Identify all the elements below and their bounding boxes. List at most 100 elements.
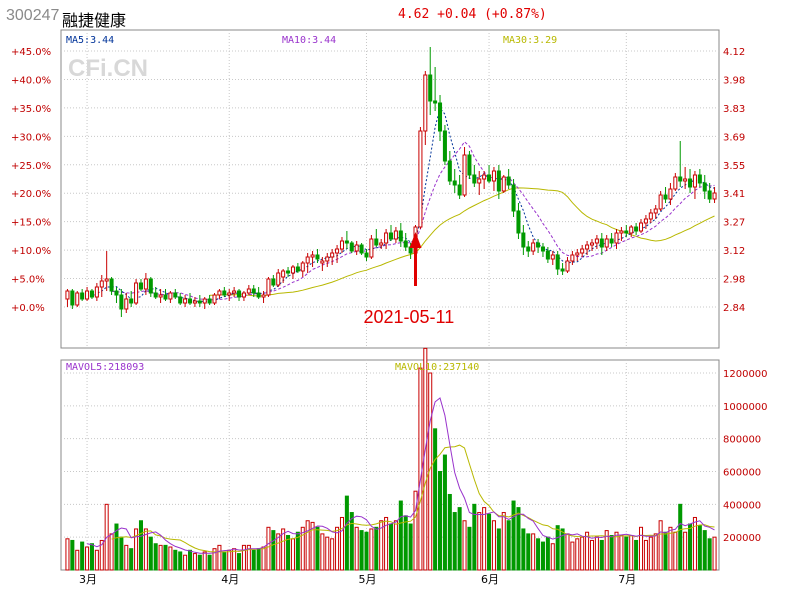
volume-bar-up [648, 536, 653, 571]
volume-bar-up [683, 531, 688, 571]
volume-bar-up [330, 538, 335, 571]
candle-down [599, 238, 604, 248]
price-ma-label: MA5:3.44 [66, 35, 114, 46]
volume-bar-up [570, 541, 575, 571]
candle-down [374, 238, 379, 246]
volume-bar-up [531, 533, 536, 571]
candle-down [315, 254, 320, 260]
candle-down [70, 290, 75, 306]
candle-down [516, 210, 521, 234]
right-tick-label: 3.27 [723, 218, 745, 229]
month-label: 3月 [79, 573, 97, 586]
candle-down [467, 154, 472, 176]
volume-bar-up [393, 520, 398, 571]
candle-down [609, 238, 614, 244]
volume-bar-down [114, 523, 119, 571]
candle-down [506, 176, 511, 186]
candle-down [428, 74, 433, 102]
candle-down [634, 226, 639, 232]
volume-bar-up [379, 520, 384, 571]
volume-bar-down [472, 503, 477, 571]
candle-up [85, 290, 90, 300]
candle-down [536, 242, 541, 248]
candle-up [589, 242, 595, 246]
volume-bar-down [521, 528, 526, 571]
candle-down [442, 130, 447, 162]
volume-bar-down [163, 544, 168, 571]
right-tick-label: 2.98 [723, 275, 745, 286]
candle-up [104, 278, 109, 282]
volume-bar-up [85, 546, 90, 571]
volume-bar-up [99, 539, 104, 571]
candle-up [168, 292, 173, 300]
volume-bar-down [433, 428, 438, 571]
annotation: 2021-05-11 [364, 232, 454, 327]
candle-down [153, 292, 158, 298]
left-tick-label: +30.0% [11, 132, 51, 143]
stock-name: 融捷健康 [62, 11, 127, 30]
candle-up [290, 266, 295, 274]
volume-bar-down [634, 539, 639, 571]
month-label: 6月 [481, 573, 499, 586]
candle-down [707, 190, 712, 200]
candle-up [325, 256, 330, 262]
candle-down [452, 180, 457, 186]
candle-up [482, 174, 487, 180]
annotation-arrow-head [409, 232, 422, 248]
volume-bar-down [560, 528, 565, 571]
candle-up [570, 254, 575, 262]
candle-down [359, 244, 364, 254]
volume-bar-up [477, 512, 482, 571]
volume-bar-down [487, 513, 492, 571]
candle-up [418, 130, 423, 228]
volume-bar-up [290, 538, 295, 571]
candle-down [80, 292, 85, 300]
watermark: CFi.CN [68, 55, 148, 82]
volume-bar-up [354, 526, 359, 571]
candle-down [403, 240, 408, 248]
price-change-percent: (+0.87%) [484, 7, 547, 22]
candle-down [511, 184, 516, 212]
volume-bar-up [65, 538, 70, 571]
candle-down [521, 232, 526, 248]
candle-down [222, 290, 227, 296]
candle-down [438, 102, 443, 132]
candle-down [688, 178, 693, 188]
candle-up [261, 294, 266, 298]
last-price: 4.62 [398, 7, 430, 22]
right-tick-label: 3.83 [723, 104, 745, 115]
candle-up [384, 232, 389, 244]
right-tick-label: 2.84 [723, 303, 745, 314]
volume-bar-down [251, 549, 256, 571]
candle-up [330, 252, 335, 258]
volume-bar-up [589, 539, 595, 571]
volume-bar-up [158, 544, 163, 571]
candle-up [335, 248, 340, 254]
candle-down [433, 100, 438, 104]
volume-bar-down [442, 454, 447, 571]
volume-bar-up [482, 507, 487, 571]
candle-up [692, 174, 697, 188]
left-tick-label: +5.0% [11, 275, 45, 286]
volume-bar-down [153, 543, 158, 571]
volume-bar-down [609, 535, 614, 571]
volume-bar-down [80, 541, 85, 571]
volume-ma-label: MAVOL10:237140 [395, 362, 479, 373]
volume-bar-down [295, 531, 300, 571]
volume-bar-up [491, 520, 496, 571]
volume-bar-down [599, 539, 604, 571]
month-label: 7月 [618, 573, 636, 586]
candle-up [246, 288, 251, 294]
volume-bar-up [462, 520, 467, 571]
volume-bar-down [526, 533, 531, 571]
candle-up [276, 272, 281, 286]
candle-down [472, 174, 477, 184]
volume-tick-label: 200000 [723, 533, 761, 544]
volume-bar-down [70, 539, 75, 571]
candle-up [393, 230, 398, 240]
volume-bar-up [217, 544, 222, 571]
volume-bar-up [369, 528, 374, 571]
candle-up [227, 292, 232, 296]
volume-bar-down [467, 526, 472, 571]
